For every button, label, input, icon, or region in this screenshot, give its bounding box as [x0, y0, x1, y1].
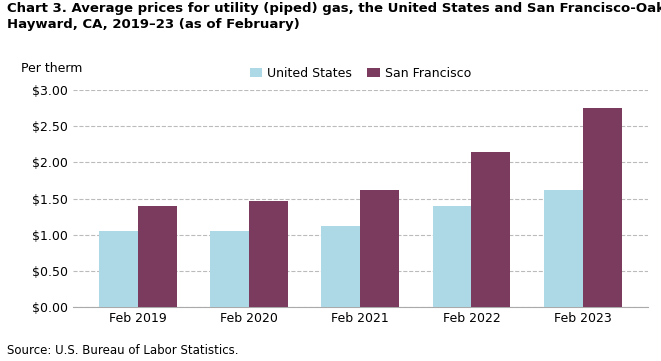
Legend: United States, San Francisco: United States, San Francisco [245, 62, 476, 85]
Bar [471, 152, 510, 307]
Bar [137, 206, 176, 307]
Bar [99, 231, 137, 307]
Bar [360, 190, 399, 307]
Text: Chart 3. Average prices for utility (piped) gas, the United States and San Franc: Chart 3. Average prices for utility (pip… [7, 2, 661, 31]
Text: Per therm: Per therm [21, 62, 83, 75]
Bar [210, 231, 249, 307]
Bar [583, 108, 621, 307]
Bar [321, 226, 360, 307]
Text: Source: U.S. Bureau of Labor Statistics.: Source: U.S. Bureau of Labor Statistics. [7, 344, 238, 357]
Bar [544, 190, 583, 307]
Bar [432, 206, 471, 307]
Bar [249, 201, 288, 307]
